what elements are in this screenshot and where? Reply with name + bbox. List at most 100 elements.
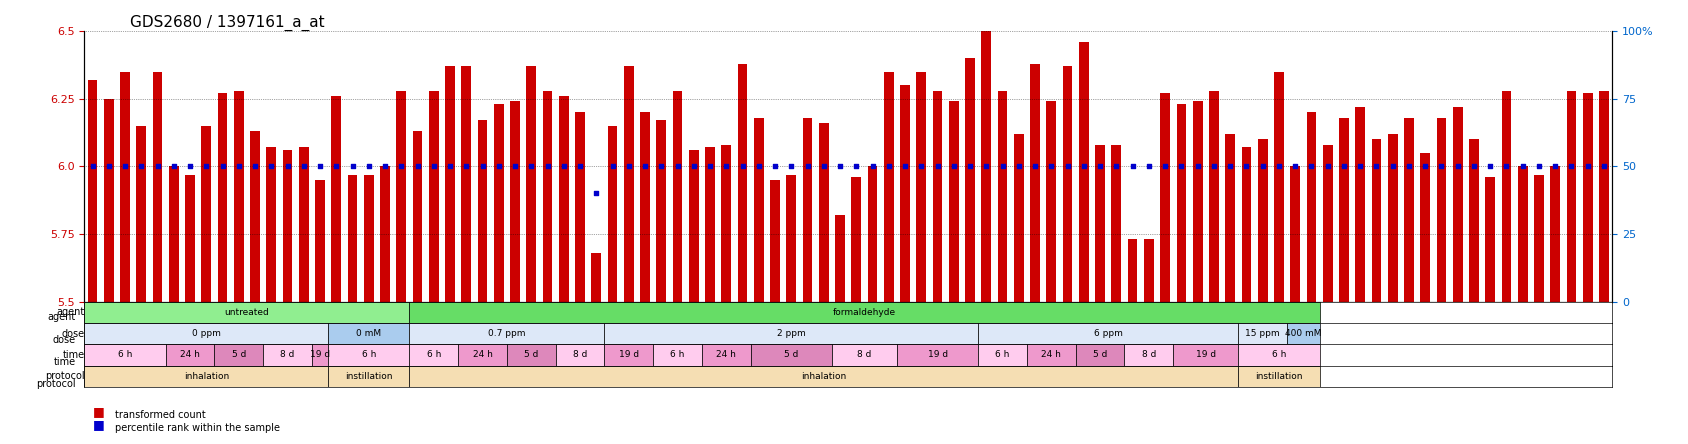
Point [842, 163, 869, 170]
Point [663, 163, 690, 170]
Bar [380, 166, 390, 302]
Point [486, 163, 513, 170]
Point [1315, 163, 1342, 170]
Bar [1160, 93, 1170, 302]
Point [957, 163, 984, 170]
Point [371, 163, 398, 170]
Text: 0.7 ppm: 0.7 ppm [488, 329, 525, 338]
Point [1379, 163, 1406, 170]
Bar [819, 123, 829, 302]
Text: dose: dose [52, 335, 76, 345]
Bar [770, 180, 780, 302]
Bar [1599, 91, 1609, 302]
Bar [981, 31, 991, 302]
Point [420, 163, 447, 170]
Bar [1372, 139, 1381, 302]
Point [1460, 163, 1487, 170]
Point [1249, 163, 1276, 170]
Point [827, 163, 854, 170]
FancyBboxPatch shape [84, 344, 165, 365]
Point [1266, 163, 1293, 170]
Point [209, 163, 236, 170]
Bar [527, 66, 537, 302]
Bar [397, 91, 407, 302]
Bar [1502, 91, 1511, 302]
FancyBboxPatch shape [1026, 344, 1075, 365]
Bar [1144, 239, 1155, 302]
FancyBboxPatch shape [1239, 365, 1320, 387]
Point [501, 163, 528, 170]
Bar [1274, 71, 1285, 302]
FancyBboxPatch shape [84, 302, 410, 323]
Point [192, 163, 219, 170]
Bar [900, 85, 910, 302]
Text: ■: ■ [93, 418, 105, 432]
Point [697, 163, 724, 170]
Bar [218, 93, 228, 302]
Point [631, 163, 658, 170]
Bar [738, 63, 748, 302]
Bar [1307, 112, 1317, 302]
Point [1102, 163, 1129, 170]
FancyBboxPatch shape [506, 344, 555, 365]
Bar [1436, 118, 1447, 302]
Point [437, 163, 464, 170]
Bar [1323, 145, 1332, 302]
Point [241, 163, 268, 170]
Point [1136, 163, 1163, 170]
Text: 24 h: 24 h [473, 350, 493, 359]
Bar [1355, 107, 1366, 302]
Bar [1047, 101, 1057, 302]
FancyBboxPatch shape [84, 323, 327, 344]
Bar [365, 174, 373, 302]
Bar [1404, 118, 1415, 302]
Bar [559, 96, 569, 302]
Point [1526, 163, 1553, 170]
FancyBboxPatch shape [751, 344, 832, 365]
Bar [446, 66, 456, 302]
Point [128, 163, 155, 170]
Point [1445, 163, 1472, 170]
Text: 8 d: 8 d [858, 350, 871, 359]
Text: time: time [54, 357, 76, 367]
FancyBboxPatch shape [1124, 344, 1173, 365]
Bar [169, 166, 179, 302]
Text: 8 d: 8 d [1141, 350, 1156, 359]
Text: 24 h: 24 h [181, 350, 199, 359]
Bar [152, 71, 162, 302]
Point [273, 163, 300, 170]
Point [1492, 163, 1519, 170]
Bar [1225, 134, 1236, 302]
Point [876, 163, 903, 170]
Text: 2 ppm: 2 ppm [776, 329, 805, 338]
Bar [250, 131, 260, 302]
Point [793, 163, 820, 170]
Bar [576, 112, 586, 302]
FancyBboxPatch shape [979, 323, 1239, 344]
FancyBboxPatch shape [832, 344, 896, 365]
Point [177, 163, 204, 170]
Bar [1420, 153, 1430, 302]
Bar [706, 147, 716, 302]
Point [680, 163, 707, 170]
Bar [267, 147, 277, 302]
Bar [1209, 91, 1219, 302]
FancyBboxPatch shape [410, 344, 457, 365]
Bar [412, 131, 422, 302]
Text: 24 h: 24 h [1041, 350, 1062, 359]
Bar [1485, 177, 1496, 302]
Text: 19 d: 19 d [311, 350, 331, 359]
Bar [966, 58, 976, 302]
Point [550, 163, 577, 170]
Bar [299, 147, 309, 302]
Bar [331, 96, 341, 302]
Point [1151, 163, 1178, 170]
Bar [282, 150, 292, 302]
Point [1590, 163, 1617, 170]
FancyBboxPatch shape [653, 344, 702, 365]
Bar [1177, 104, 1187, 302]
Point [989, 163, 1016, 170]
Text: 6 h: 6 h [996, 350, 1009, 359]
FancyBboxPatch shape [1239, 323, 1286, 344]
Bar [1193, 101, 1202, 302]
